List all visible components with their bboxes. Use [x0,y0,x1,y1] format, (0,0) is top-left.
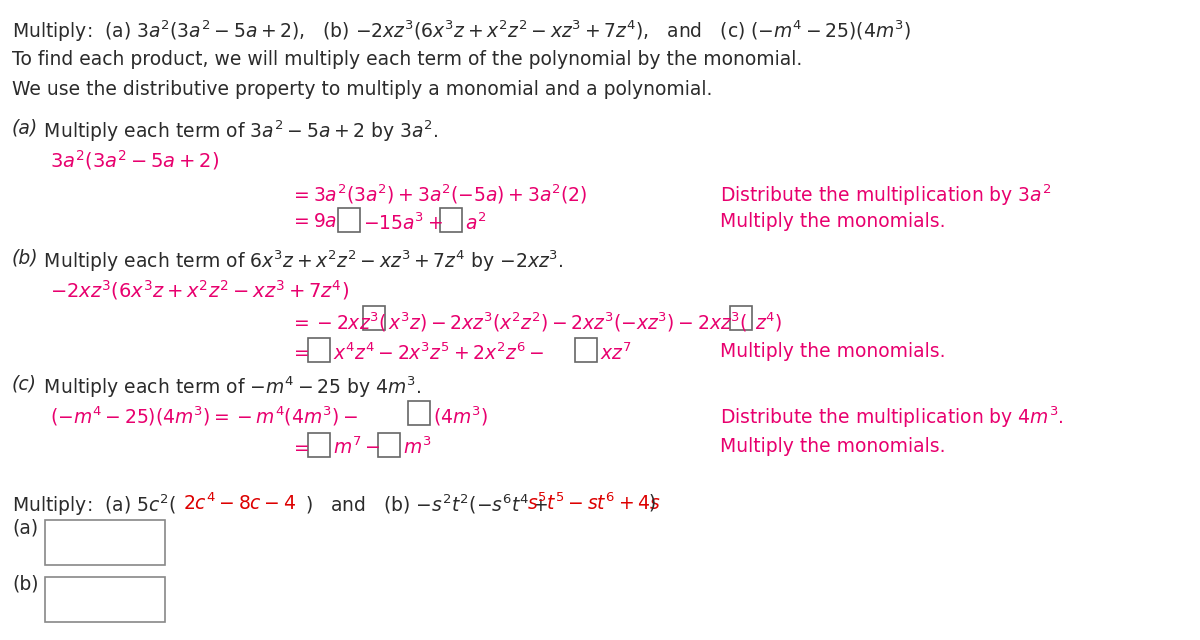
Text: $-2xz^3(6x^3z + x^2z^2 - xz^3 + 7z^4)$: $-2xz^3(6x^3z + x^2z^2 - xz^3 + 7z^4)$ [50,278,349,302]
Text: $m^7 -$: $m^7 -$ [334,437,380,458]
Text: $= 3a^2(3a^2) + 3a^2(-5a) + 3a^2(2)$: $= 3a^2(3a^2) + 3a^2(-5a) + 3a^2(2)$ [290,182,587,205]
Text: (b): (b) [12,575,38,594]
Text: To find each product, we will multiply each term of the polynomial by the monomi: To find each product, we will multiply e… [12,50,803,69]
Text: $= 9a$: $= 9a$ [290,212,337,231]
Bar [364,306,385,330]
Text: $(-m^4 - 25)(4m^3) = -m^4(4m^3) -$: $(-m^4 - 25)(4m^3) = -m^4(4m^3) -$ [50,405,358,429]
Bar [575,338,598,362]
Bar [308,433,330,457]
Text: Multiply each term of $-m^4 - 25$ by $4m^3$.: Multiply each term of $-m^4 - 25$ by $4m… [38,375,421,401]
Text: $2c^4 - 8c - 4$: $2c^4 - 8c - 4$ [182,492,296,513]
Text: $m^3$: $m^3$ [403,437,432,458]
Text: $x^4z^4 - 2x^3z^5 + 2x^2z^6 -$: $x^4z^4 - 2x^3z^5 + 2x^2z^6 -$ [334,342,545,364]
Text: $x^3z) - 2xz^3(x^2z^2) - 2xz^3(-xz^3) - 2xz^3($: $x^3z) - 2xz^3(x^2z^2) - 2xz^3(-xz^3) - … [388,310,748,333]
Bar [378,433,400,457]
Bar [46,520,166,565]
Text: $z^4)$: $z^4)$ [755,310,782,333]
Text: $a^2$: $a^2$ [466,212,486,234]
Text: (a): (a) [12,118,38,137]
Text: $(4m^3)$: $(4m^3)$ [433,405,488,429]
Text: (b): (b) [12,248,38,267]
Bar [440,208,462,232]
Bar [730,306,752,330]
Text: Multiply each term of $3a^2 - 5a + 2$ by $3a^2$.: Multiply each term of $3a^2 - 5a + 2$ by… [38,118,439,143]
Bar [46,577,166,622]
Text: $- 15a^3 +$: $- 15a^3 +$ [364,212,443,234]
Text: Distribute the multiplication by $4m^3$.: Distribute the multiplication by $4m^3$. [720,405,1063,431]
Text: Multiply each term of $6x^3z + x^2z^2 - xz^3 + 7z^4$ by $-2xz^3$.: Multiply each term of $6x^3z + x^2z^2 - … [38,248,564,273]
Text: $= -2xz^3($: $= -2xz^3($ [290,310,386,333]
Text: $s^5t^5 - st^6 + 4s$: $s^5t^5 - st^6 + 4s$ [527,492,661,513]
Text: Multiply:  (a) $3a^2(3a^2 - 5a + 2)$,   (b) $-2xz^3(6x^3z + x^2z^2 - xz^3 + 7z^4: Multiply: (a) $3a^2(3a^2 - 5a + 2)$, (b)… [12,18,911,44]
Bar [338,208,360,232]
Bar [308,338,330,362]
Text: Multiply the monomials.: Multiply the monomials. [720,342,946,361]
Text: Multiply the monomials.: Multiply the monomials. [720,437,946,456]
Text: $=$: $=$ [290,437,310,456]
Text: Multiply:  (a) $5c^2($: Multiply: (a) $5c^2($ [12,492,176,518]
Text: $)$   and   (b) $-s^2t^2(-s^6t^4 + $: $)$ and (b) $-s^2t^2(-s^6t^4 + $ [305,492,548,515]
Text: Multiply the monomials.: Multiply the monomials. [720,212,946,231]
Text: $xz^7$: $xz^7$ [600,342,631,364]
Text: $3a^2(3a^2 - 5a + 2)$: $3a^2(3a^2 - 5a + 2)$ [50,148,220,172]
Text: (c): (c) [12,375,37,394]
Text: $=$: $=$ [290,342,310,361]
Text: $)$: $)$ [648,492,655,513]
Text: Distribute the multiplication by $3a^2$: Distribute the multiplication by $3a^2$ [720,182,1051,207]
Bar [408,401,430,425]
Text: We use the distributive property to multiply a monomial and a polynomial.: We use the distributive property to mult… [12,80,713,99]
Text: (a): (a) [12,518,38,537]
